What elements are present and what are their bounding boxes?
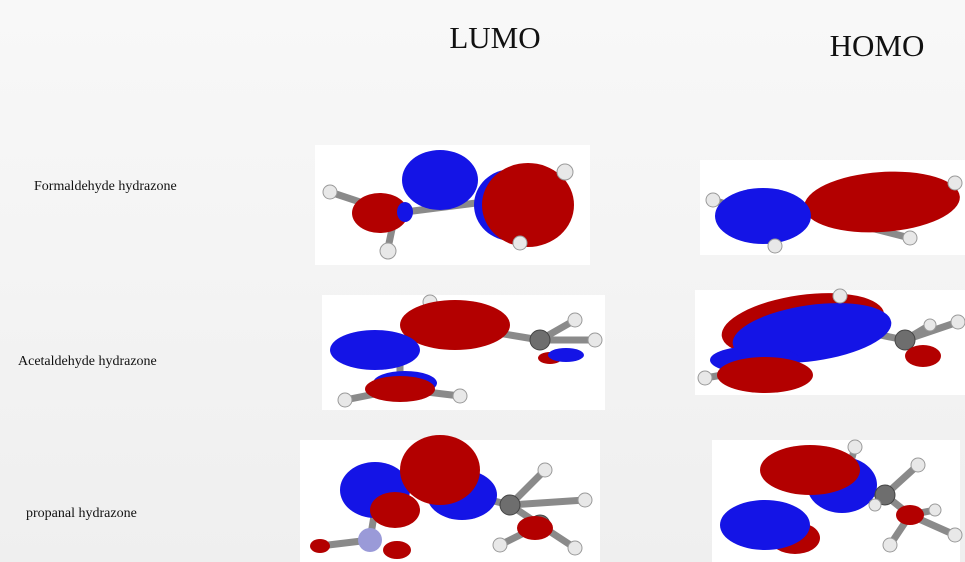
orbital-image xyxy=(315,145,590,265)
atom xyxy=(380,243,396,259)
atom xyxy=(557,164,573,180)
atom xyxy=(588,333,602,347)
atom xyxy=(453,389,467,403)
orbital-lobe xyxy=(330,330,420,370)
orbital-image xyxy=(300,435,600,562)
atom xyxy=(578,493,592,507)
column-header: LUMO xyxy=(449,20,540,55)
atom xyxy=(924,319,936,331)
orbital-lobe xyxy=(400,435,480,505)
atom xyxy=(338,393,352,407)
orbital-lobe xyxy=(517,516,553,540)
atom xyxy=(513,236,527,250)
orbital-lobe xyxy=(397,202,413,222)
atom xyxy=(911,458,925,472)
orbital-lobe xyxy=(717,357,813,393)
row-label: propanal hydrazone xyxy=(26,506,137,521)
orbital-image xyxy=(712,440,962,562)
atom xyxy=(948,528,962,542)
atom xyxy=(538,463,552,477)
atom xyxy=(903,231,917,245)
atom xyxy=(706,193,720,207)
atom xyxy=(948,176,962,190)
orbital-image xyxy=(700,160,965,255)
atom xyxy=(848,440,862,454)
atom xyxy=(951,315,965,329)
atom xyxy=(500,495,520,515)
row-label: Formaldehyde hydrazone xyxy=(34,179,177,194)
orbital-lobe xyxy=(760,445,860,495)
orbital-lobe xyxy=(715,188,811,244)
orbital-lobe xyxy=(548,348,584,362)
atom xyxy=(883,538,897,552)
slide: LUMO HOMO Formaldehyde hydrazone Acetald… xyxy=(0,0,965,562)
row-label: Acetaldehyde hydrazone xyxy=(18,354,157,369)
atom xyxy=(895,330,915,350)
atom xyxy=(768,239,782,253)
orbital-image xyxy=(695,284,965,395)
atom xyxy=(530,330,550,350)
atom xyxy=(929,504,941,516)
orbital-lobe xyxy=(310,539,330,553)
orbital-lobe xyxy=(370,492,420,528)
atom xyxy=(358,528,382,552)
atom xyxy=(493,538,507,552)
atom xyxy=(568,313,582,327)
orbital-lobe xyxy=(720,500,810,550)
orbital-image xyxy=(322,295,605,410)
orbital-lobe xyxy=(896,505,924,525)
orbital-lobe xyxy=(402,150,478,210)
bond xyxy=(510,500,585,505)
atom xyxy=(323,185,337,199)
atom xyxy=(698,371,712,385)
orbital-lobe xyxy=(365,376,435,402)
atom xyxy=(568,541,582,555)
orbital-lobe xyxy=(905,345,941,367)
orbital-lobe xyxy=(383,541,411,559)
column-header: HOMO xyxy=(830,28,925,63)
atom xyxy=(833,289,847,303)
atom xyxy=(869,499,881,511)
